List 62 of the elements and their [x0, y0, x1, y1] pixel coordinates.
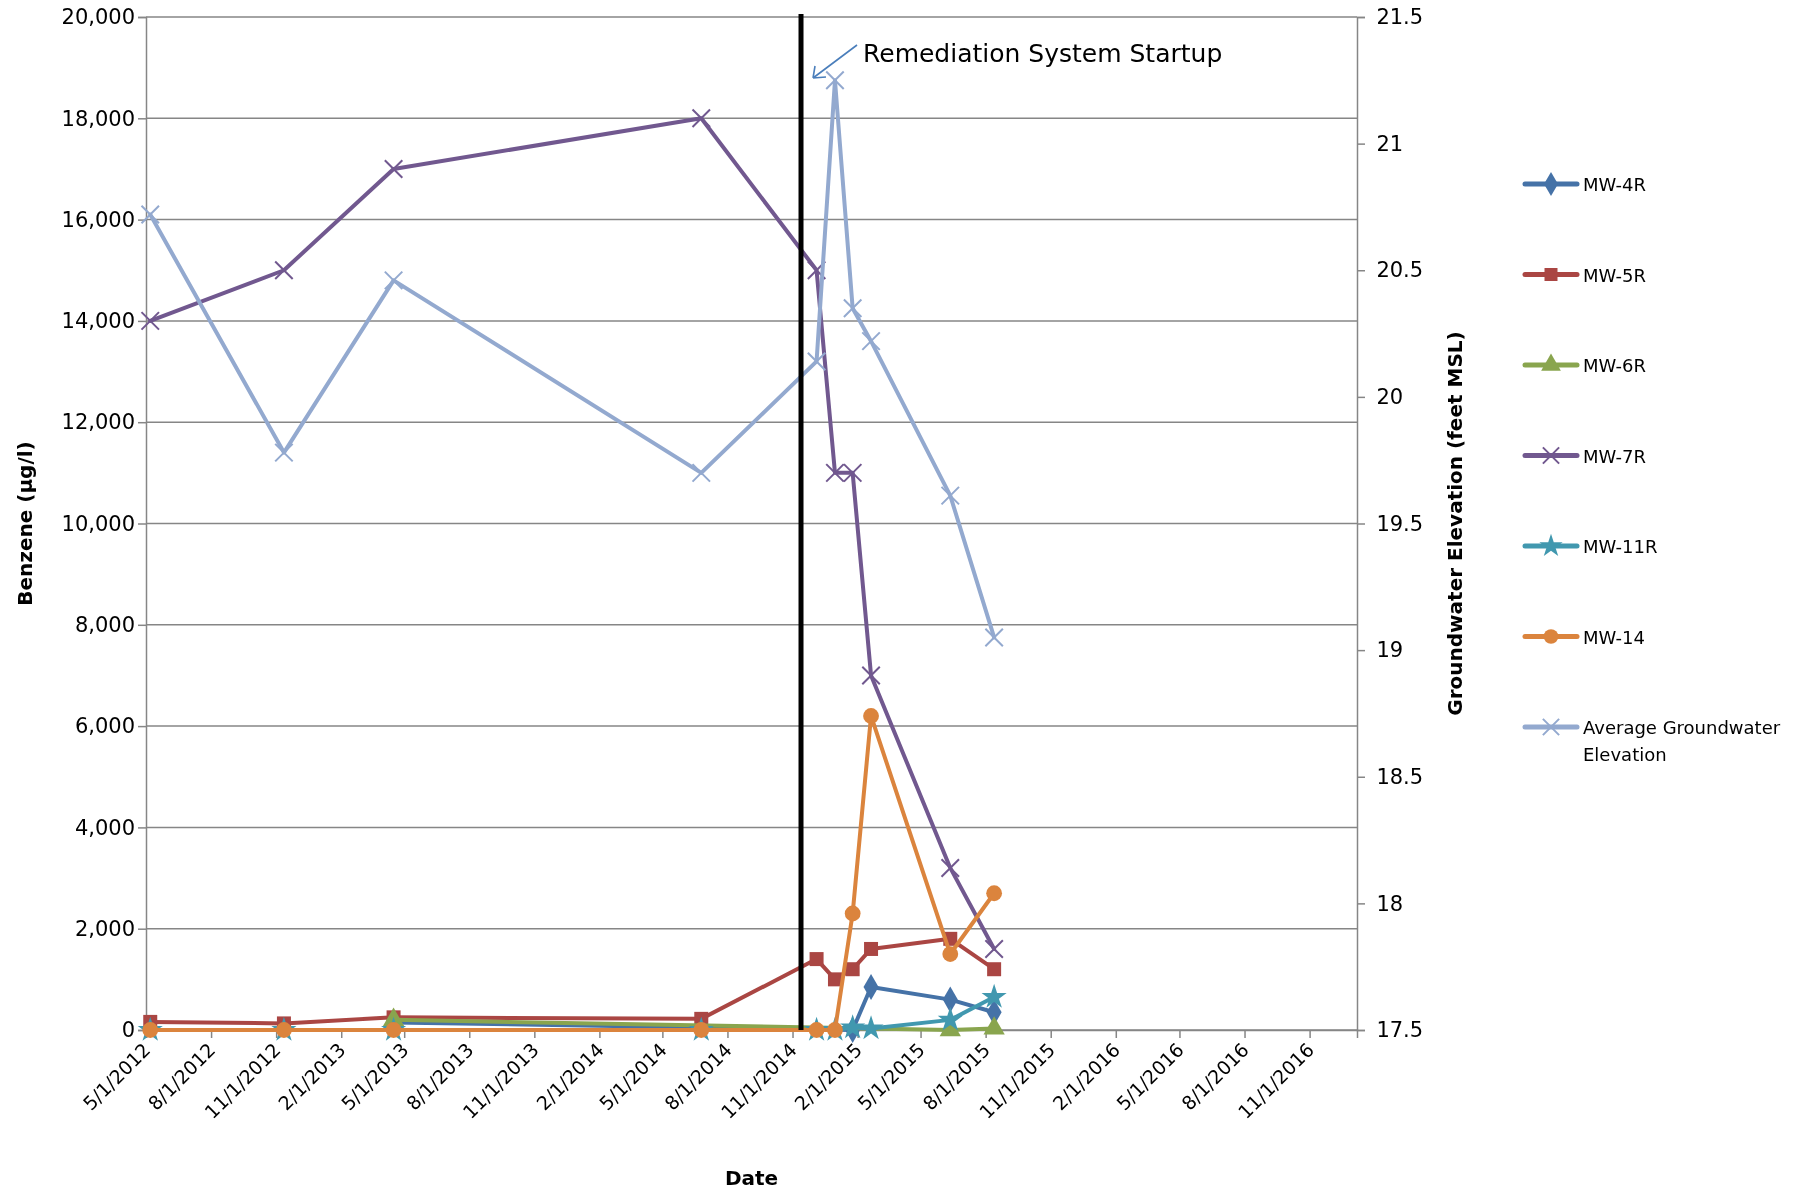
point — [937, 1006, 963, 1031]
legend-label: Average Groundwater Elevation — [1583, 717, 1781, 765]
point — [806, 260, 827, 280]
y2-tick-label: 20 — [1376, 385, 1404, 410]
legend-label: MW-5R — [1583, 264, 1647, 286]
y2-tick-label: 21 — [1376, 131, 1404, 156]
point — [140, 311, 160, 331]
point — [844, 905, 861, 922]
y2-tick-label: 19 — [1376, 638, 1404, 663]
point — [691, 463, 712, 483]
point — [861, 331, 881, 351]
y-tick-label: 6,000 — [74, 714, 135, 739]
y-tick-label: 16,000 — [61, 207, 135, 232]
y2-tick-label: 19.5 — [1376, 511, 1424, 536]
legend-label: MW-6R — [1583, 355, 1647, 376]
ref-line-label: Remediation System Startup — [863, 39, 1223, 68]
point — [987, 962, 1002, 977]
y-tick-label: 0 — [121, 1018, 135, 1043]
point — [383, 159, 404, 179]
y2-tick-label: 17.5 — [1376, 1018, 1424, 1043]
y-tick-label: 2,000 — [74, 916, 135, 941]
point — [845, 962, 860, 977]
y-tick-label: 10,000 — [61, 511, 135, 536]
point — [825, 70, 845, 91]
point — [806, 351, 827, 372]
legend-label: MW-7R — [1583, 445, 1647, 467]
x-axis-title: Date — [724, 1166, 779, 1190]
legend-label: MW-4R — [1583, 174, 1647, 195]
point — [984, 939, 1004, 959]
y2-tick-label: 18 — [1376, 891, 1404, 916]
y-axis-title: Benzene (µg/l) — [13, 441, 37, 606]
y2-axis-title: Groundwater Elevation (feet MSL) — [1443, 331, 1467, 716]
y-tick-label: 4,000 — [74, 815, 135, 840]
point — [842, 298, 863, 318]
y-tick-label: 14,000 — [61, 309, 135, 334]
y2-tick-label: 20.5 — [1376, 258, 1424, 283]
legend-label: MW-11R — [1583, 536, 1658, 557]
point — [940, 858, 961, 878]
point — [827, 972, 842, 987]
point — [861, 665, 881, 686]
point — [274, 442, 294, 463]
point — [840, 1014, 866, 1039]
y-tick-label: 18,000 — [61, 106, 135, 131]
point — [981, 983, 1007, 1008]
point — [383, 270, 404, 291]
y-tick-label: 8,000 — [74, 613, 135, 638]
point — [809, 952, 824, 967]
legend-label: MW-14 — [1583, 626, 1645, 648]
point — [858, 1015, 884, 1040]
y2-tick-label: 18.5 — [1376, 764, 1424, 789]
point — [274, 260, 294, 280]
y-tick-label: 20,000 — [61, 5, 135, 30]
point — [691, 108, 712, 129]
point — [940, 485, 961, 506]
y-tick-label: 12,000 — [61, 410, 135, 435]
y2-tick-label: 21.5 — [1376, 5, 1424, 30]
point — [140, 204, 160, 225]
point — [863, 708, 879, 724]
point — [942, 946, 959, 962]
point — [864, 941, 879, 956]
point — [986, 885, 1003, 902]
point — [984, 627, 1004, 648]
